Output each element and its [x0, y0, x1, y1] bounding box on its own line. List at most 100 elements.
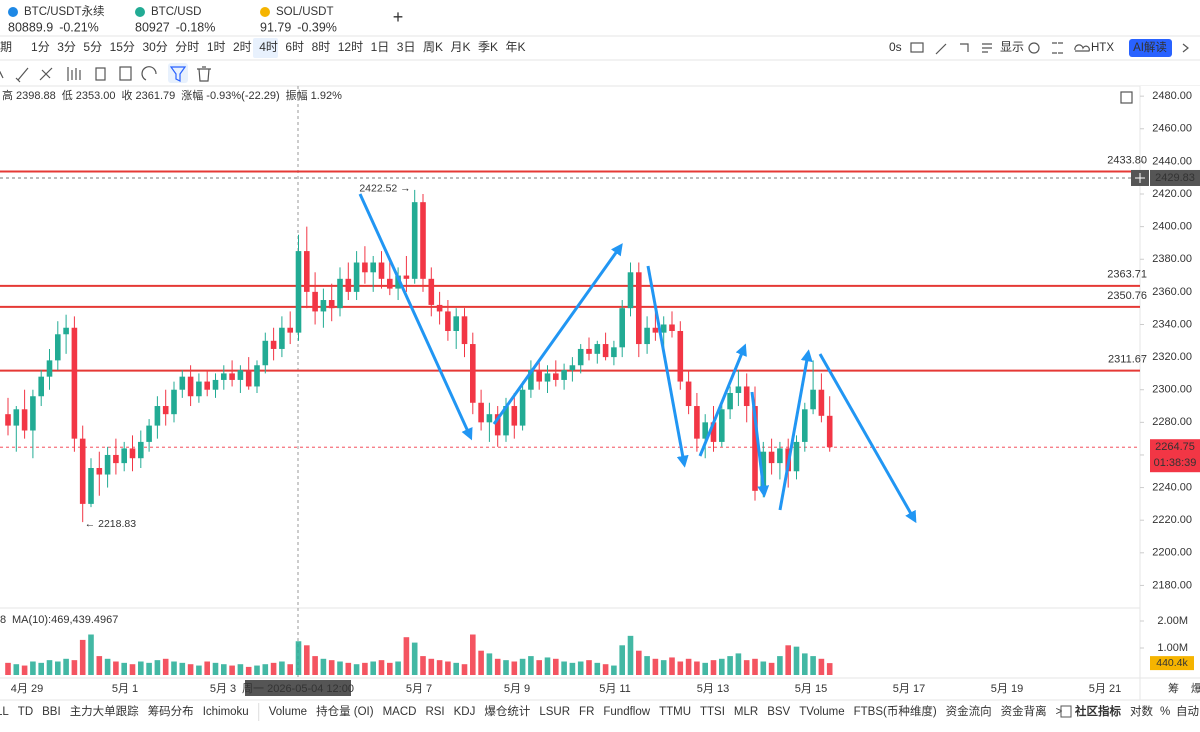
crosshair-time: 周一 2026-05-04 12:00 [242, 682, 354, 695]
interval-tab[interactable]: 2时 [233, 40, 252, 54]
candle-body [536, 370, 542, 382]
indicator-tab[interactable]: BBI [42, 706, 61, 718]
ticker-name[interactable]: SOL/USDT [276, 6, 334, 18]
interval-tab[interactable]: 月K [451, 40, 471, 54]
interval-tab[interactable]: 1日 [371, 40, 390, 54]
volume-bar [453, 662, 459, 675]
candle-body [328, 300, 335, 309]
exchange-select[interactable]: HTX [1091, 42, 1114, 54]
candle-body [237, 370, 244, 380]
indicator-tab[interactable]: LL [0, 706, 9, 718]
top-icons[interactable] [910, 39, 1189, 57]
info-label: 低 [62, 89, 73, 102]
indicator-tab[interactable]: > [1056, 706, 1063, 718]
candle-body [187, 376, 194, 397]
candle-body [644, 327, 650, 345]
volume-bar [420, 656, 426, 675]
candle-body [494, 414, 501, 436]
volume-bar [561, 661, 567, 675]
add-tab[interactable]: + [393, 7, 404, 27]
interval-tab[interactable]: 期 [0, 40, 12, 54]
indicator-tab[interactable]: FR [579, 706, 594, 718]
interval-tab[interactable]: 1分 [31, 40, 50, 54]
interval-tab[interactable]: 15分 [110, 40, 135, 54]
indicator-tab[interactable]: Volume [269, 706, 307, 718]
ticker-icon [260, 7, 270, 17]
candle-body [295, 251, 302, 333]
drawing-tools[interactable] [0, 63, 211, 83]
candle-body [179, 376, 186, 390]
candle-body [254, 365, 260, 387]
indicator-tab[interactable]: BSV [767, 706, 790, 718]
volume-bar [204, 661, 210, 675]
volume-bar [428, 658, 435, 675]
indicator-tab[interactable]: KDJ [454, 706, 476, 718]
indicator-tab[interactable]: 资金流向 [946, 704, 992, 718]
volume-bar [328, 660, 335, 675]
indicator-tab[interactable]: Fundflow [603, 706, 650, 718]
indicator-tab[interactable]: 主力大单跟踪 [70, 704, 139, 718]
indicator-tab[interactable]: TTMU [659, 706, 691, 718]
maximize-icon[interactable] [1120, 91, 1133, 104]
candle-body [519, 389, 526, 426]
indicator-tab[interactable]: MLR [734, 706, 758, 718]
volume-bar [196, 665, 202, 675]
interval-tab[interactable]: 3分 [57, 40, 76, 54]
indicator-tab[interactable]: 持仓量 (OI) [316, 704, 374, 718]
interval-tab[interactable]: 周K [423, 40, 443, 54]
indicator-tab[interactable]: TTSI [700, 706, 725, 718]
ticker-name[interactable]: BTC/USDT永续 [24, 4, 105, 18]
y-tick-label: 2340.00 [1152, 318, 1192, 330]
x-tick-label: 5月 3 [210, 683, 236, 695]
volume-bar [785, 645, 791, 675]
interval-tab[interactable]: 3日 [397, 40, 416, 54]
volume-bar [544, 657, 551, 675]
side-label[interactable]: 爆 [1191, 681, 1200, 695]
volume-bar [486, 653, 493, 675]
candle-body [561, 370, 567, 380]
volume-bar [212, 662, 219, 675]
interval-tab[interactable]: 1时 [207, 40, 226, 54]
interval-tab[interactable]: 4时 [259, 40, 278, 54]
indicator-tab[interactable]: TD [18, 706, 33, 718]
indicator-option[interactable]: 对数 [1130, 704, 1153, 718]
indicator-tab[interactable]: Ichimoku [203, 706, 249, 718]
indicator-option[interactable]: 自动 [1176, 705, 1199, 718]
interval-tab[interactable]: 季K [478, 40, 498, 54]
side-label[interactable]: 筹 [1168, 681, 1179, 695]
indicator-tab[interactable]: RSI [425, 706, 444, 718]
crosshair-price-box [1150, 169, 1200, 186]
info-value: 1.92% [311, 90, 342, 102]
interval-tab[interactable]: 年K [506, 40, 526, 54]
candle-body [660, 324, 667, 333]
countdown: 01:38:39 [1154, 457, 1197, 469]
display-button[interactable]: 显示 [1000, 40, 1024, 54]
candle-body [818, 389, 825, 416]
indicator-tab[interactable]: 筹码分布 [148, 704, 194, 718]
indicator-tab[interactable]: 资金背离 [1001, 704, 1047, 718]
interval-tab[interactable]: 6时 [285, 40, 304, 54]
indicator-tab[interactable]: LSUR [539, 706, 570, 718]
interval-tab[interactable]: 8时 [312, 40, 331, 54]
ticker-name[interactable]: BTC/USD [151, 6, 201, 18]
indicator-option[interactable]: % [1160, 706, 1170, 718]
indicator-option[interactable]: 社区指标 [1074, 704, 1121, 718]
interval-tab[interactable]: 分时 [175, 40, 199, 54]
level-label: 2433.80 [1107, 154, 1147, 166]
indicator-tab[interactable]: MACD [383, 706, 417, 718]
ai-button[interactable]: AI解读 [1133, 40, 1167, 54]
volume-bar [30, 661, 36, 675]
candle-body [478, 402, 484, 423]
interval-tab[interactable]: 5分 [83, 40, 102, 54]
ticker-change: -0.21% [59, 20, 99, 34]
interval-tab[interactable]: 12时 [338, 40, 363, 54]
volume-bar [445, 661, 451, 675]
y-tick-label: 2300.00 [1152, 384, 1192, 396]
candle-body [602, 344, 609, 358]
interval-tab[interactable]: 30分 [142, 40, 167, 54]
volume-bar [594, 662, 601, 675]
indicator-tab[interactable]: TVolume [799, 706, 844, 718]
indicator-tab[interactable]: FTBS(币种维度) [854, 704, 937, 718]
indicator-tab[interactable]: 爆仓统计 [484, 704, 530, 718]
volume-bar [660, 660, 667, 675]
